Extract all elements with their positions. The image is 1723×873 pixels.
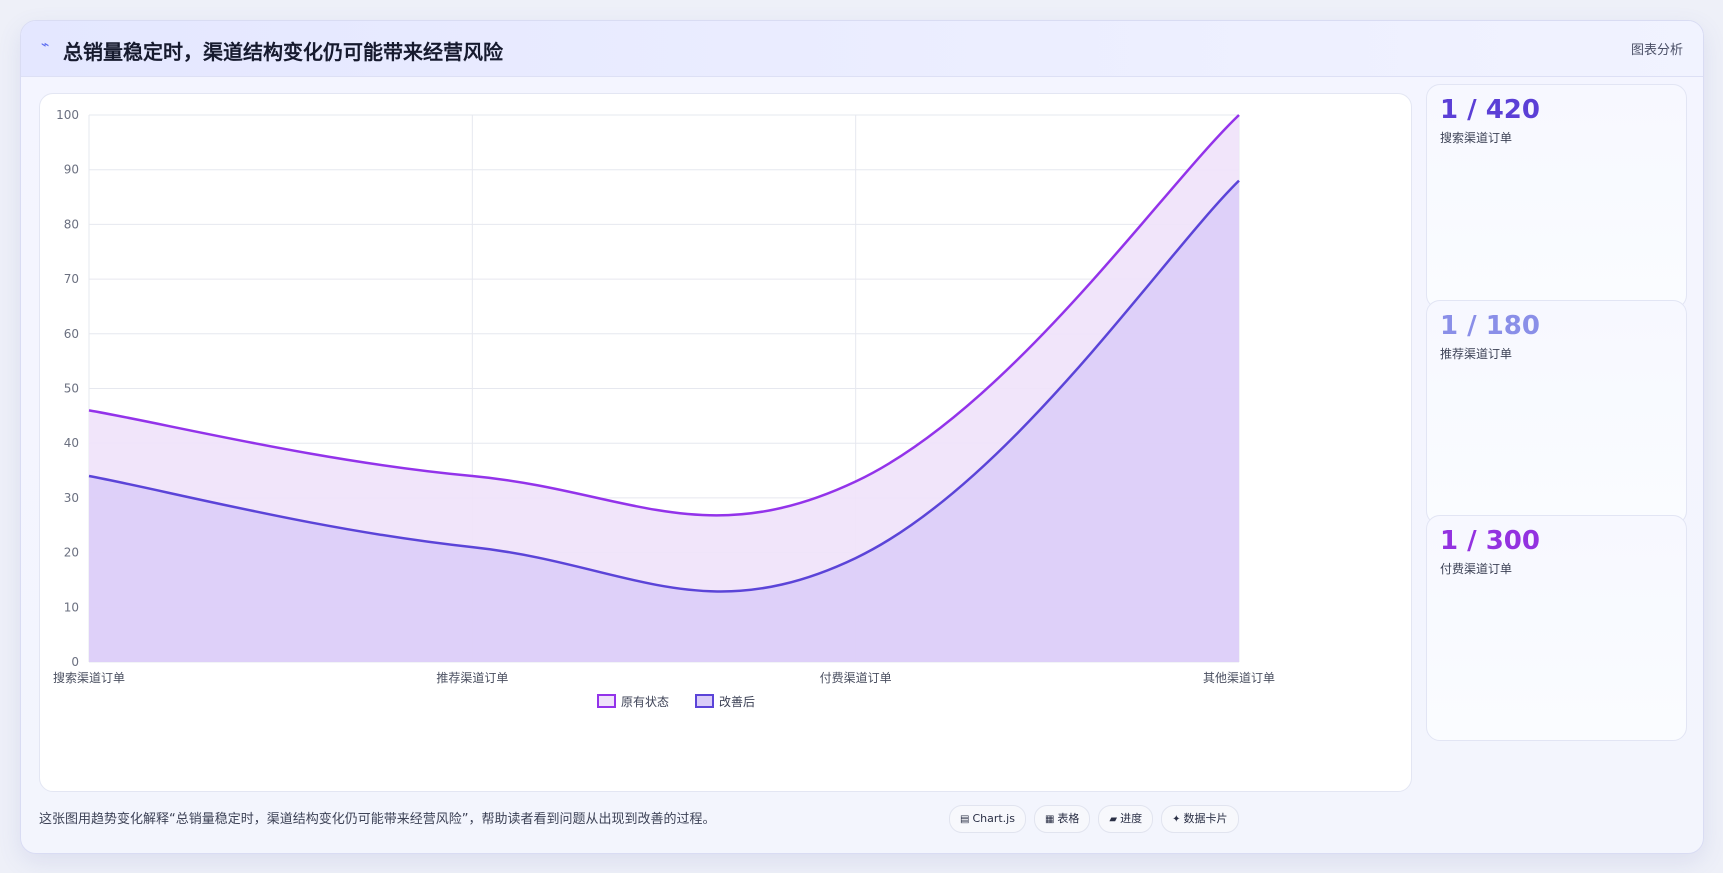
page-title: 总销量稳定时，渠道结构变化仍可能带来经营风险 xyxy=(63,40,503,64)
progress-icon: ▰ xyxy=(1109,814,1118,825)
y-tick-label: 80 xyxy=(64,217,79,231)
y-tick-label: 10 xyxy=(64,600,79,614)
chip-label: 进度 xyxy=(1120,812,1143,825)
legend-label: 原有状态 xyxy=(621,695,669,709)
tech-chips: ▤ Chart.js ▦ 表格 ▰ 进度 ✦ 数据卡片 xyxy=(949,805,1239,833)
chart-card: 0 10 20 30 40 50 60 70 80 90 100 搜索渠道订单 推荐渠道订单 付费渠道订单… xyxy=(39,93,1412,792)
chip-label: 数据卡片 xyxy=(1183,812,1228,825)
x-tick-label: 推荐渠道订单 xyxy=(436,671,508,685)
series-line xyxy=(88,179,1240,593)
sparkle-icon: ✦ xyxy=(1172,814,1181,825)
y-tick-label: 0 xyxy=(71,655,79,669)
y-tick-label: 100 xyxy=(56,108,79,122)
legend-label: 改善后 xyxy=(719,694,755,709)
x-tick-label: 付费渠道订单 xyxy=(820,671,892,685)
stat-label: 推荐渠道订单 xyxy=(1440,347,1513,361)
table-icon: ▦ xyxy=(1044,814,1055,825)
stat-label: 付费渠道订单 xyxy=(1440,562,1513,576)
y-tick-label: 50 xyxy=(64,382,79,396)
chip-label: 表格 xyxy=(1057,812,1080,825)
y-tick-label: 60 xyxy=(64,327,79,341)
chip-progress[interactable]: ▰ 进度 xyxy=(1098,805,1154,833)
x-tick-label: 搜索渠道订单 xyxy=(53,670,125,685)
stat-card-paid: 1 / 300 付费渠道订单 xyxy=(1426,515,1687,741)
y-tick-label: 70 xyxy=(64,272,79,286)
chart-caption: 这张图用趋势变化解释“总销量稳定时，渠道结构变化仍可能带来经营风险”，帮助读者看… xyxy=(39,812,716,827)
stat-value: 1 / 420 xyxy=(1440,95,1540,125)
chip-data-card[interactable]: ✦ 数据卡片 xyxy=(1161,805,1239,833)
y-tick-label: 40 xyxy=(64,436,79,450)
header: ⌁ 总销量稳定时，渠道结构变化仍可能带来经营风险 图表分析 xyxy=(21,21,1703,77)
stat-value: 1 / 180 xyxy=(1440,311,1540,341)
chip-chartjs[interactable]: ▤ Chart.js xyxy=(949,805,1026,833)
area-chart: 0 10 20 30 40 50 60 70 80 90 100 搜索渠道订单 推荐渠道订单 付费渠道订单… xyxy=(53,108,1275,709)
x-tick-label: 其他渠道订单 xyxy=(1203,671,1275,685)
chart-icon: ▤ xyxy=(960,814,970,825)
y-tick-label: 30 xyxy=(64,491,79,505)
legend-swatch xyxy=(597,694,616,708)
stat-value: 1 / 300 xyxy=(1440,526,1540,556)
stat-card-recommend: 1 / 180 推荐渠道订单 xyxy=(1426,300,1687,525)
trend-icon: ⌁ xyxy=(41,37,50,53)
chip-label: Chart.js xyxy=(972,812,1015,825)
y-tick-label: 20 xyxy=(64,546,79,560)
dashboard-frame: ⌁ 总销量稳定时，渠道结构变化仍可能带来经营风险 图表分析 0 10 20 30 40 5… xyxy=(20,20,1704,854)
stat-label: 搜索渠道订单 xyxy=(1440,131,1513,145)
stat-card-search: 1 / 420 搜索渠道订单 xyxy=(1426,84,1687,309)
legend-swatch xyxy=(695,694,714,708)
series-line xyxy=(88,114,1240,517)
chip-table[interactable]: ▦ 表格 xyxy=(1033,805,1091,833)
y-tick-label: 90 xyxy=(64,163,79,177)
chart-analysis-tag[interactable]: 图表分析 xyxy=(1630,43,1683,58)
series-area xyxy=(89,180,1239,662)
